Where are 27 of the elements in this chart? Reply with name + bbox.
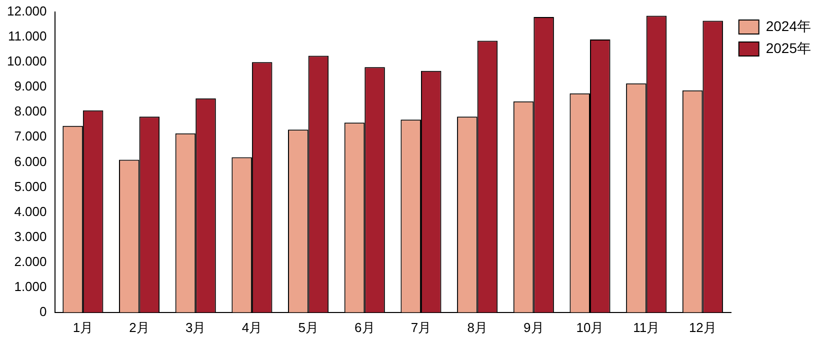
x-tick-label: 11月 xyxy=(633,320,660,335)
y-tick-label: 9.000 xyxy=(14,78,47,94)
legend-label: 2025年 xyxy=(766,40,812,56)
x-tick-label: 5月 xyxy=(298,320,318,335)
x-tick-label: 8月 xyxy=(467,320,488,335)
y-tick-label: 2.000 xyxy=(14,254,47,269)
y-tick-label: 6.000 xyxy=(14,154,47,169)
x-tick-label: 10月 xyxy=(576,320,604,335)
x-tick-label: 7月 xyxy=(410,320,432,335)
y-tick-label: 3.000 xyxy=(14,228,47,244)
y-tick-label: 0 xyxy=(40,304,47,319)
y-tick-label: 11.000 xyxy=(8,28,47,44)
x-tick-label: 9月 xyxy=(524,320,544,335)
y-tick-label: 5.000 xyxy=(14,178,47,194)
legend-label: 2024年 xyxy=(766,18,812,34)
x-tick-label: 2月 xyxy=(129,320,150,335)
y-tick-label: 4.000 xyxy=(14,204,47,219)
y-tick-label: 7.000 xyxy=(14,128,47,144)
y-tick-label: 12.000 xyxy=(6,4,47,19)
x-tick-label: 6月 xyxy=(354,320,375,335)
x-tick-label: 12月 xyxy=(688,320,716,335)
y-tick-label: 1.000 xyxy=(14,278,47,294)
y-tick-label: 8.000 xyxy=(14,104,47,119)
x-tick-label: 1月 xyxy=(72,320,94,335)
x-tick-label: 4月 xyxy=(242,320,262,335)
x-tick-label: 3月 xyxy=(185,320,206,335)
y-tick-label: 10.000 xyxy=(6,54,47,69)
